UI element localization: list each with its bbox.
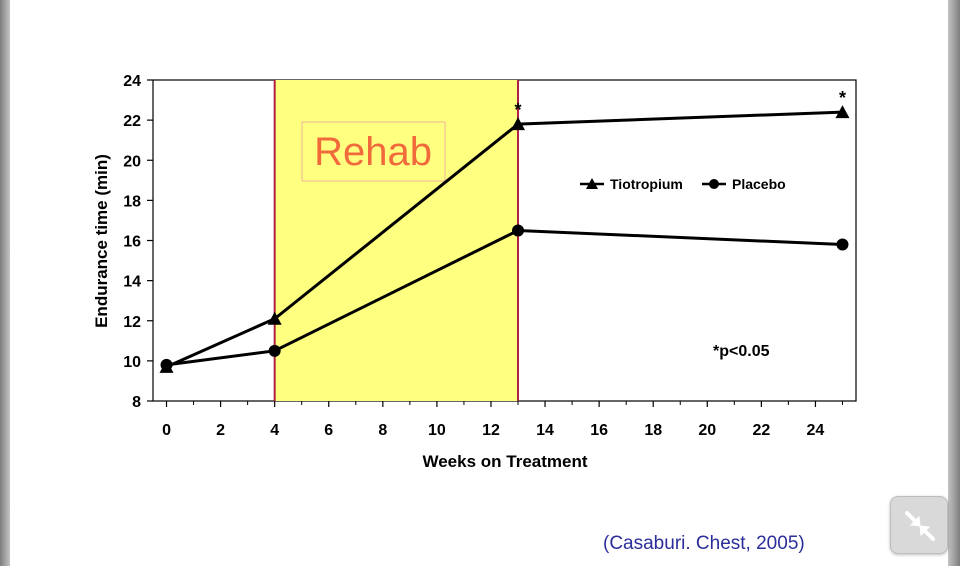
x-tick-label: 22 [752, 422, 770, 439]
y-tick-label: 8 [132, 394, 141, 411]
rehab-label-box [301, 121, 446, 182]
left-edge [0, 0, 10, 566]
x-tick-label: 18 [644, 422, 662, 439]
x-axis-title: Weeks on Treatment [422, 452, 587, 471]
tiotropium-line [165, 110, 843, 369]
legend-tiotropium-marker [586, 178, 598, 189]
x-tick-label: 2 [216, 422, 225, 439]
legend-placebo-label: Placebo [732, 176, 786, 192]
x-tick-label: 4 [270, 422, 279, 439]
placebo-point [160, 358, 173, 371]
x-tick-label: 16 [590, 422, 608, 439]
slide: Rehab 8 10 12 14 16 18 20 22 24 0 2 4 6 8 10 12 14 16 18 20 2… [10, 0, 948, 566]
x-tick-label: 12 [482, 422, 500, 439]
y-tick-label: 22 [123, 113, 141, 130]
x-tick-label: 6 [324, 422, 333, 439]
x-tick-label: 8 [378, 422, 387, 439]
x-tick-label: 20 [698, 422, 716, 439]
collapse-arrows-icon [905, 511, 935, 541]
significance-star: * [839, 88, 846, 108]
rehab-region [274, 80, 519, 401]
exit-fullscreen-button[interactable] [890, 496, 948, 554]
significance-star: * [515, 100, 522, 120]
p-value-annotation: *p<0.05 [713, 343, 770, 360]
y-tick-label: 12 [123, 314, 141, 331]
legend-tiotropium-label: Tiotropium [610, 176, 683, 192]
y-tick-label: 24 [123, 73, 141, 90]
y-tick-label: 10 [123, 354, 141, 371]
y-axis-title: Endurance time (min) [92, 154, 111, 328]
y-tick-label: 14 [123, 274, 141, 291]
placebo-line [166, 228, 843, 367]
placebo-point [268, 344, 281, 357]
placebo-point [512, 224, 525, 237]
y-tick-label: 20 [123, 153, 141, 170]
tiotropium-point [267, 311, 282, 325]
citation: (Casaburi. Chest, 2005) [603, 533, 805, 554]
x-tick-label: 14 [536, 422, 554, 439]
tiotropium-point [835, 105, 850, 119]
legend-placebo-marker [709, 179, 719, 189]
rehab-label: Rehab [314, 130, 432, 174]
x-tick-label: 0 [162, 422, 171, 439]
tiotropium-point [511, 117, 526, 131]
x-tick-label: 24 [807, 422, 825, 439]
x-tick-label: 10 [428, 422, 446, 439]
right-edge [948, 0, 960, 566]
y-tick-label: 16 [123, 234, 141, 251]
placebo-point [836, 238, 849, 251]
y-tick-label: 18 [123, 193, 141, 210]
